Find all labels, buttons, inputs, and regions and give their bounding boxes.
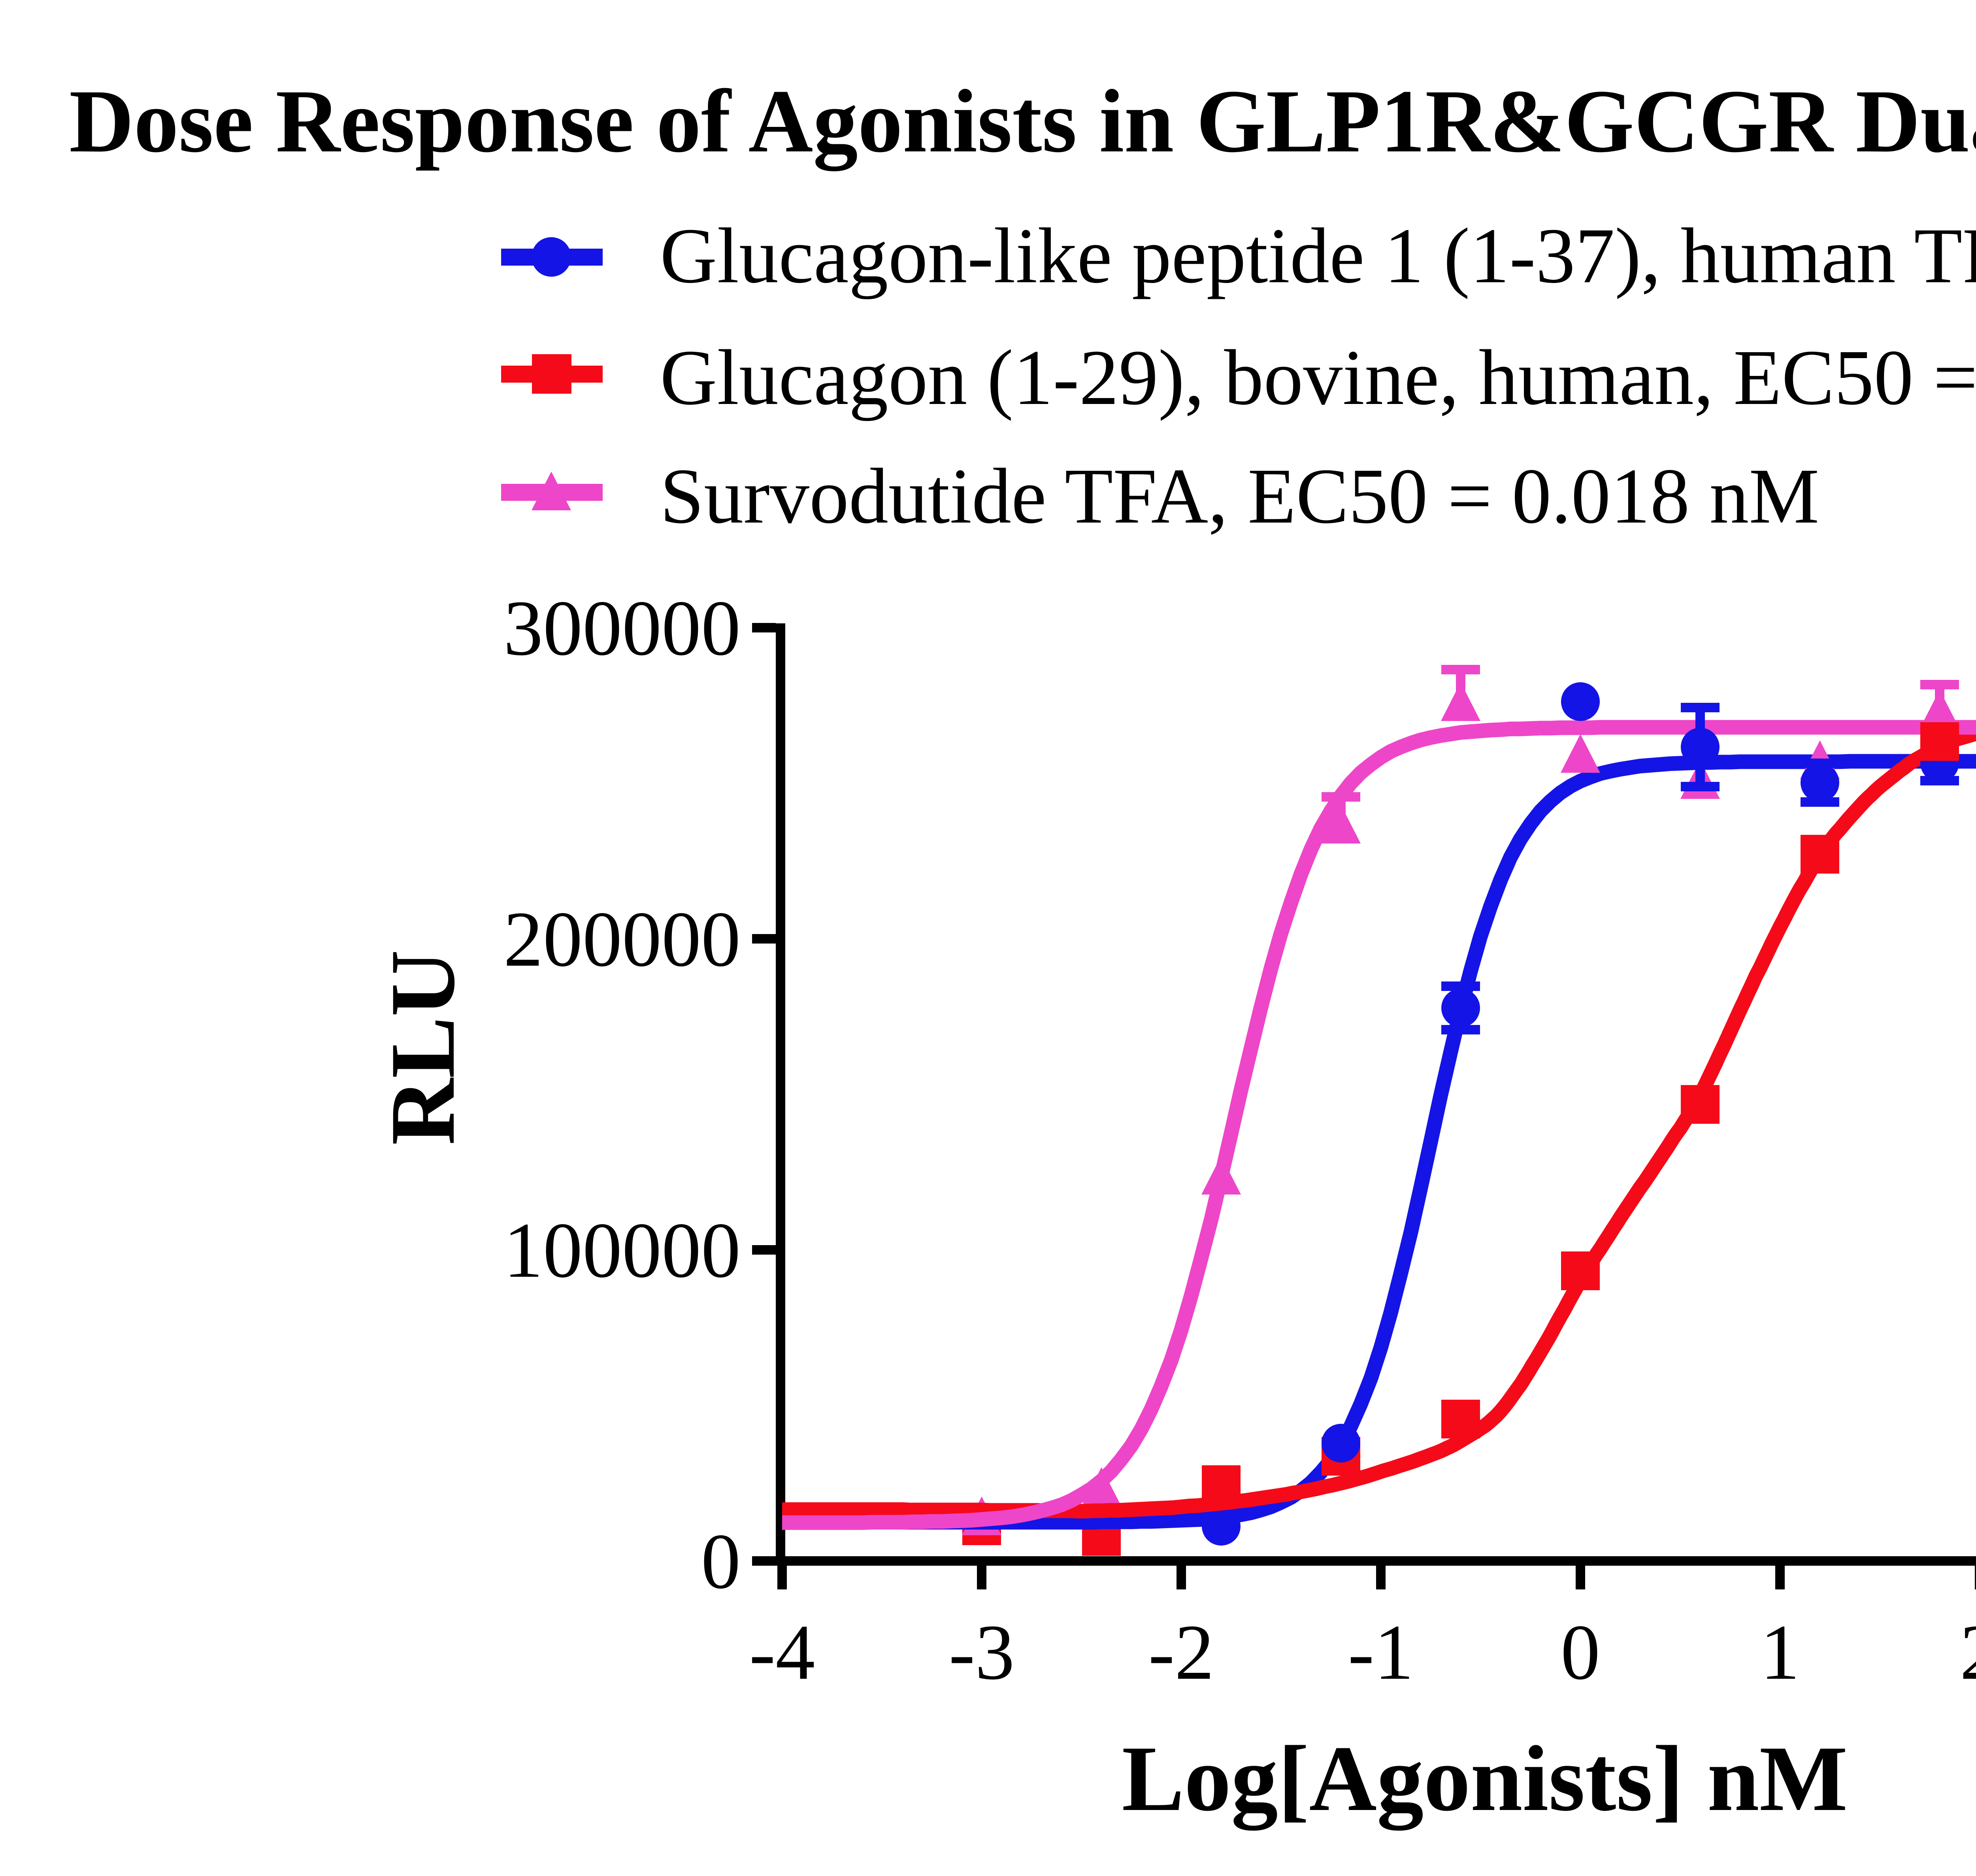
svg-text:-1: -1 <box>1348 1609 1414 1696</box>
svg-text:Glucagon-like peptide 1 (1-37): Glucagon-like peptide 1 (1-37), human TF… <box>660 212 1976 300</box>
svg-text:Glucagon (1-29), bovine, human: Glucagon (1-29), bovine, human, EC50 = 3… <box>660 334 1976 421</box>
svg-text:0: 0 <box>701 1518 741 1605</box>
svg-text:1: 1 <box>1760 1609 1800 1696</box>
svg-text:Survodutide TFA, EC50 = 0.018: Survodutide TFA, EC50 = 0.018 nM <box>660 453 1819 540</box>
svg-text:0: 0 <box>1561 1609 1600 1696</box>
svg-text:Log[Agonists] nM: Log[Agonists] nM <box>1122 1727 1848 1831</box>
svg-text:2: 2 <box>1960 1609 1976 1696</box>
svg-text:-3: -3 <box>949 1609 1015 1696</box>
svg-text:100000: 100000 <box>503 1207 741 1294</box>
svg-text:200000: 200000 <box>503 896 741 983</box>
svg-text:-2: -2 <box>1148 1609 1214 1696</box>
svg-text:Dose Response of Agonists in G: Dose Response of Agonists in GLP1R&GCGR … <box>69 72 1976 172</box>
svg-text:RLU: RLU <box>371 950 474 1145</box>
svg-text:-4: -4 <box>749 1609 815 1696</box>
svg-text:300000: 300000 <box>503 585 741 672</box>
